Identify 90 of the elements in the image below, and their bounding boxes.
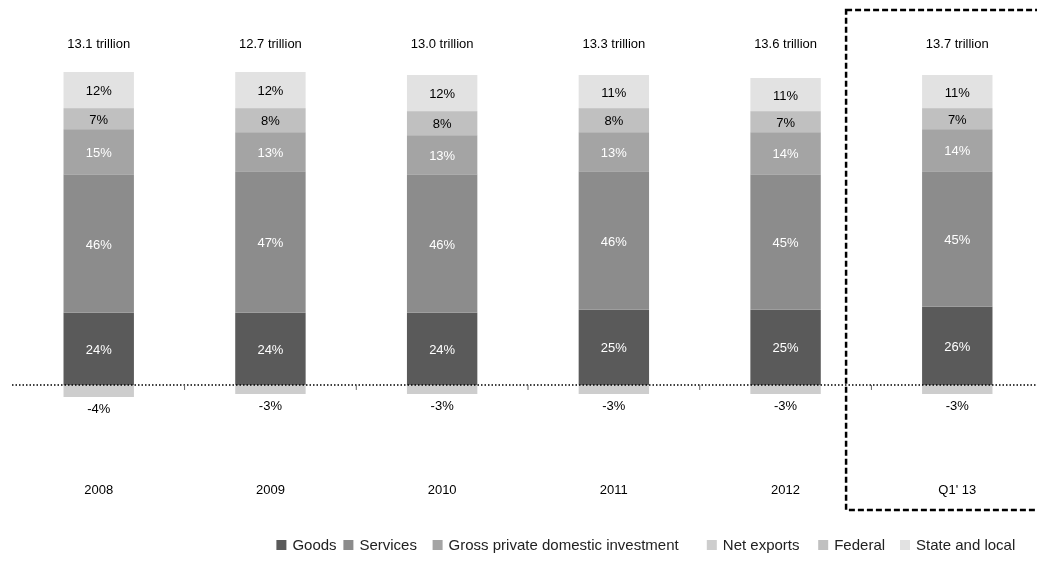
data-label: 26% <box>944 338 971 354</box>
text: 13.6 trillion <box>754 36 818 51</box>
bar <box>235 312 306 385</box>
x-tick-label: 2008 <box>84 482 114 497</box>
bar <box>406 111 478 136</box>
data-label: 7% <box>776 114 796 130</box>
text: 13.7 trillion <box>925 36 989 51</box>
data-label: 24% <box>429 341 456 357</box>
bar <box>750 384 821 394</box>
bar <box>922 384 993 394</box>
legend-label: State and local <box>916 536 1016 553</box>
data-label: 46% <box>600 233 628 249</box>
data-label: -4% <box>87 401 111 416</box>
bar <box>63 384 134 397</box>
data-label: 8% <box>604 113 624 129</box>
data-label: 14% <box>772 146 800 162</box>
data-label: 8% <box>432 116 452 132</box>
data-label: -3% <box>430 397 455 413</box>
bar <box>578 132 650 172</box>
data-label: 25% <box>600 340 628 356</box>
data-label: 12% <box>429 86 456 102</box>
bar <box>63 174 134 313</box>
bar <box>922 108 993 130</box>
data-label: 45% <box>772 235 800 251</box>
data-label: 13% <box>429 147 456 163</box>
data-label: -3% <box>945 397 970 413</box>
bar <box>750 174 821 310</box>
bar <box>406 384 478 394</box>
bar <box>63 108 134 130</box>
text: 13.3 trillion <box>582 36 646 51</box>
data-label: 46% <box>429 236 456 252</box>
data-label: 11% <box>601 84 627 100</box>
text: 12.7 trillion <box>238 36 302 51</box>
text: 13.0 trillion <box>410 36 474 51</box>
bar <box>922 171 993 307</box>
data-label: 8% <box>261 113 281 129</box>
data-label: 15% <box>85 144 113 160</box>
text: 13.1 trillion <box>67 36 131 51</box>
bar <box>235 171 306 313</box>
data-label: 7% <box>89 111 109 127</box>
bar <box>235 108 306 133</box>
data-label: -3% <box>774 397 798 413</box>
bar <box>406 135 478 175</box>
data-label: 25% <box>772 340 800 356</box>
data-label: 13% <box>257 144 284 160</box>
bar <box>578 75 650 109</box>
legend-label: Federal <box>834 536 886 553</box>
bar <box>750 111 821 133</box>
x-tick-label: 2011 <box>599 482 628 497</box>
bar <box>235 132 306 172</box>
data-label: 7% <box>947 111 968 127</box>
bar <box>922 306 993 385</box>
bar <box>750 132 821 175</box>
data-label: 14% <box>944 143 971 159</box>
bar <box>750 78 821 112</box>
bar <box>235 384 306 394</box>
data-label: 11% <box>944 84 971 100</box>
data-label: 12% <box>85 83 113 99</box>
bar <box>578 171 650 310</box>
bar <box>406 174 478 313</box>
data-label: 47% <box>257 235 284 251</box>
x-tick-label: 2009 <box>255 482 285 497</box>
x-tick-label: 2010 <box>427 482 457 497</box>
bar <box>406 75 478 112</box>
bar <box>578 309 650 385</box>
bar <box>578 108 650 133</box>
bar <box>63 129 134 175</box>
bar <box>63 312 134 385</box>
data-label: 45% <box>944 232 971 248</box>
data-label: 24% <box>257 341 284 357</box>
bar <box>922 129 993 172</box>
bar <box>63 72 134 109</box>
bar <box>922 75 993 109</box>
bar <box>750 309 821 385</box>
data-label: 13% <box>600 144 628 160</box>
legend-label: Goods <box>292 536 337 553</box>
data-label: 46% <box>85 236 113 252</box>
data-label: 24% <box>85 341 113 357</box>
data-label: -3% <box>602 397 626 413</box>
data-label: -3% <box>258 397 283 413</box>
bar <box>406 312 478 385</box>
data-label: 12% <box>257 83 284 99</box>
bar <box>235 72 306 109</box>
x-tick-label: Q1' 13 <box>938 482 977 497</box>
legend-label: Net exports <box>722 536 800 553</box>
x-tick-label: 2012 <box>771 482 801 497</box>
bar <box>578 384 650 394</box>
data-label: 11% <box>773 87 799 103</box>
legend-label: Gross private domestic investment <box>448 536 680 553</box>
legend-label: Services <box>359 536 417 553</box>
